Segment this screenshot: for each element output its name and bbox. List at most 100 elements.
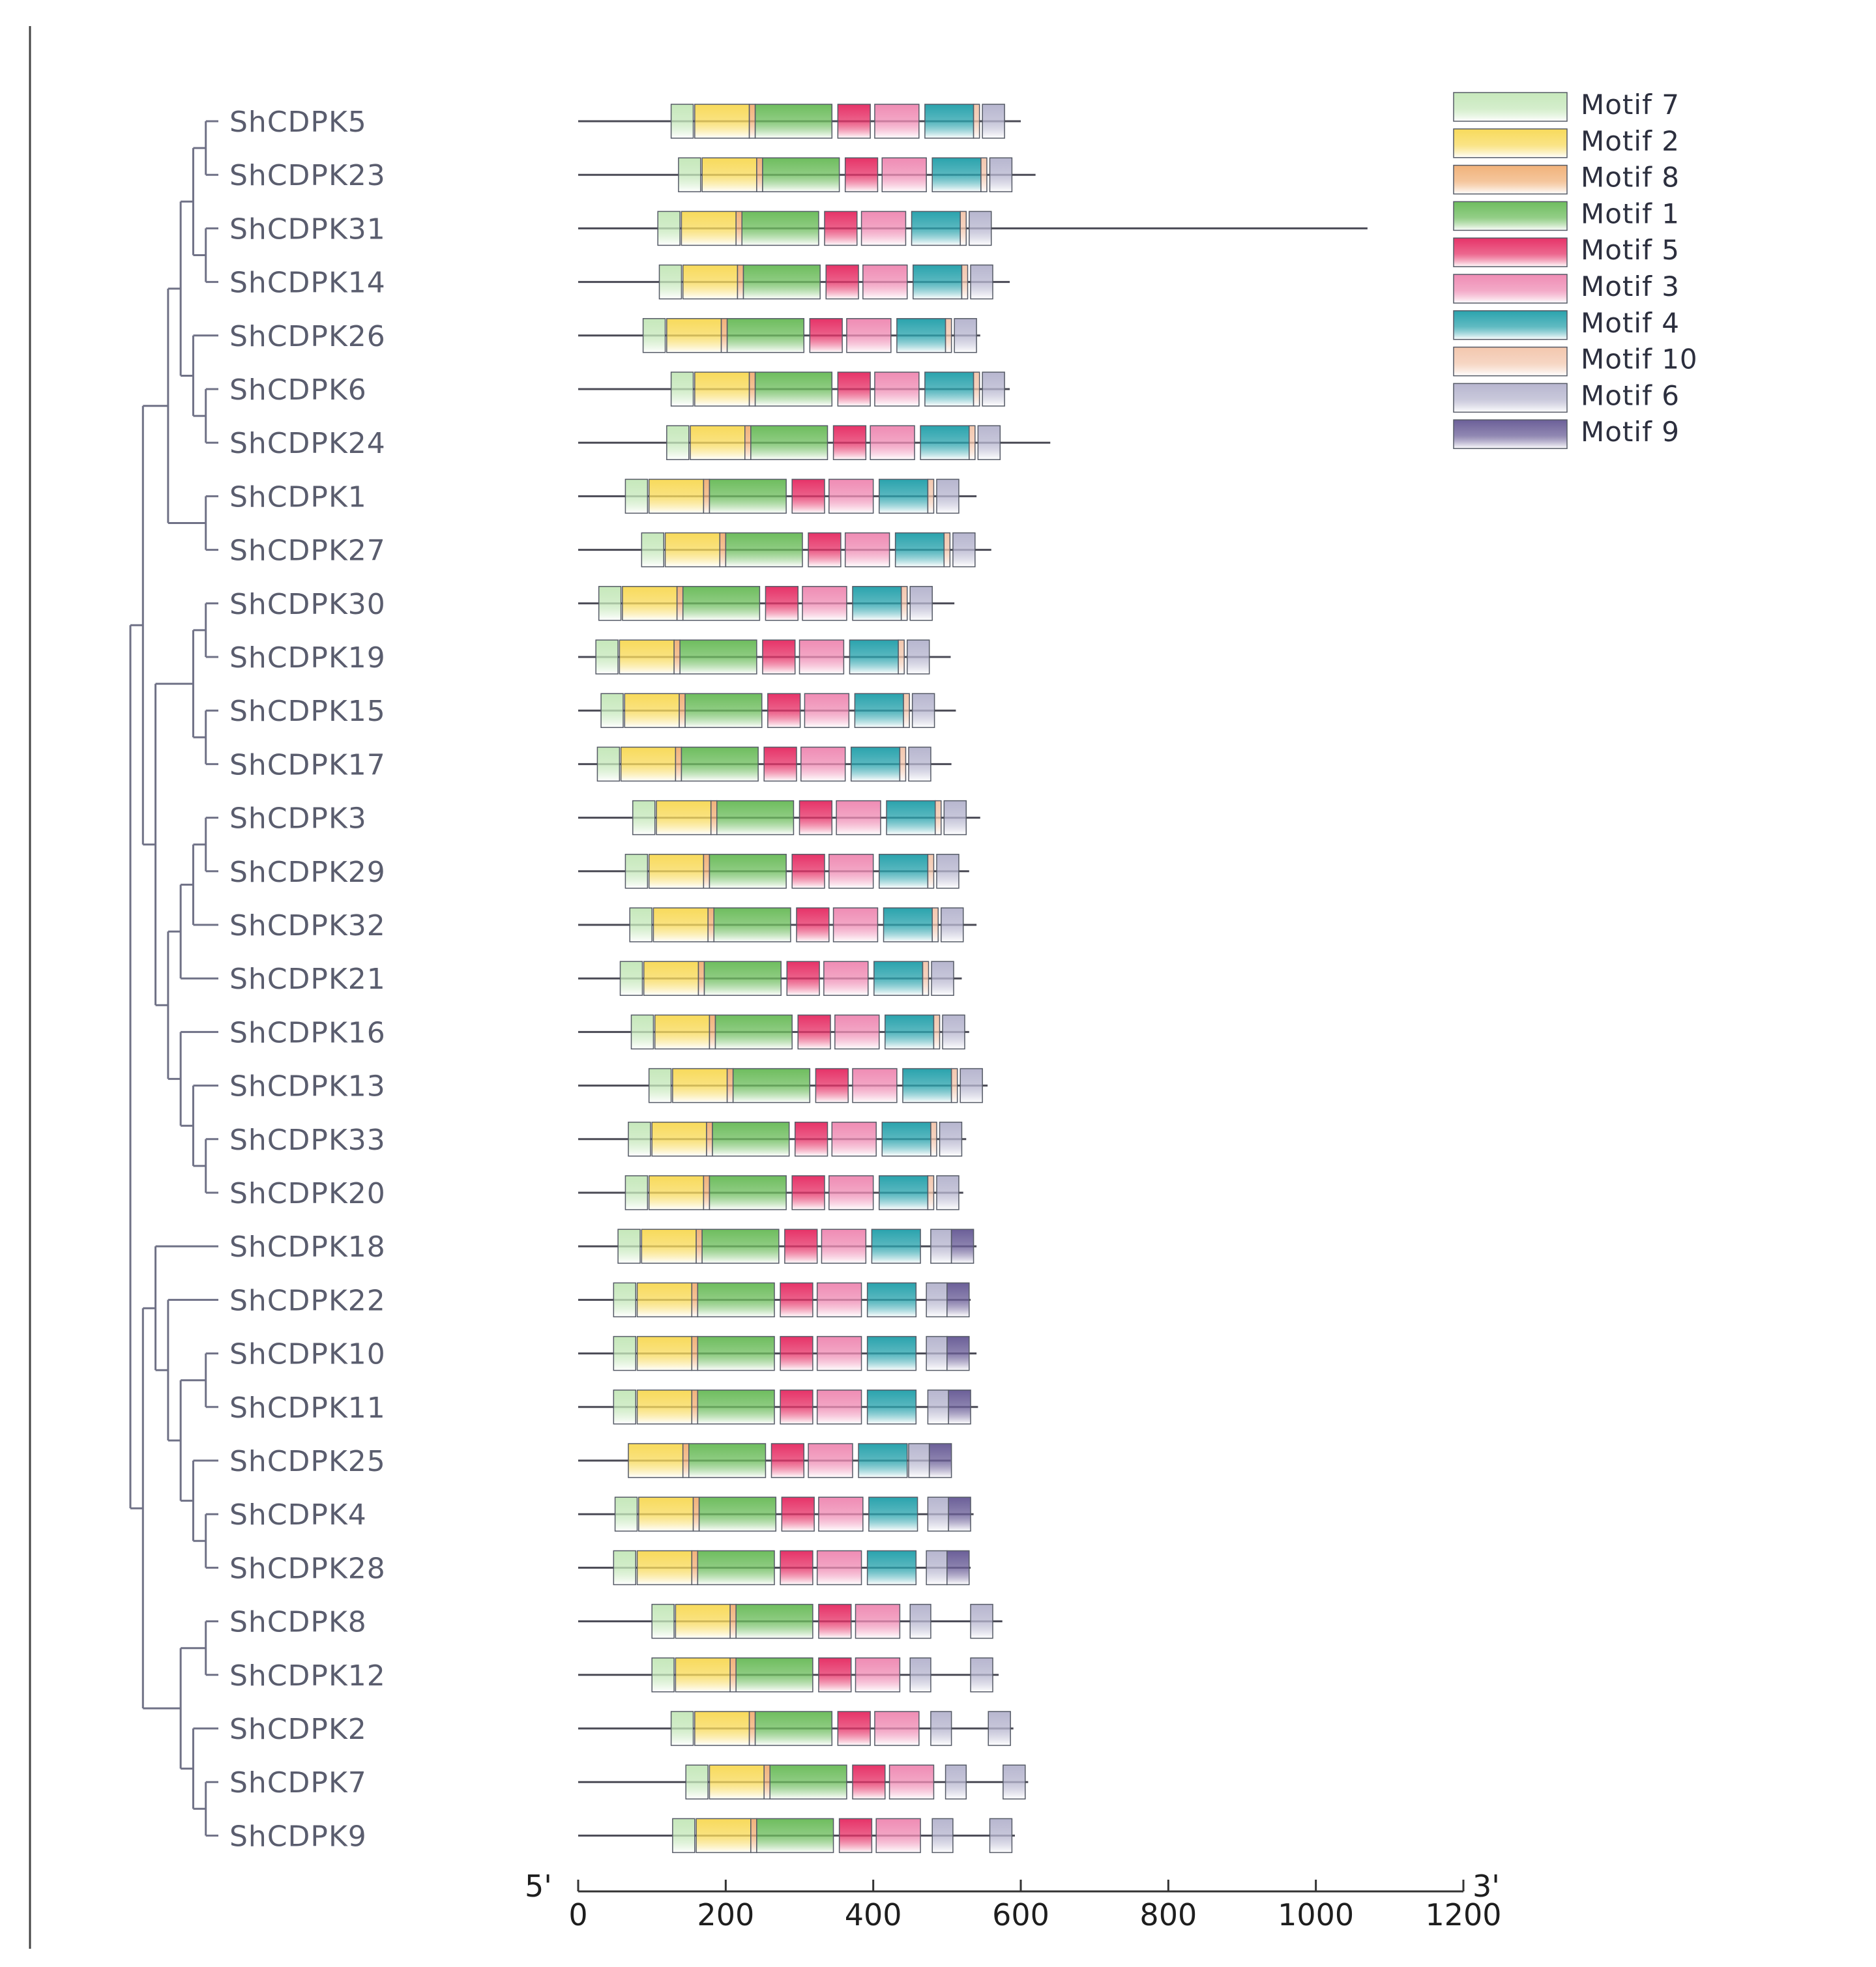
motif-box-m8 bbox=[697, 961, 705, 996]
motif-box-m10 bbox=[927, 478, 935, 514]
motif-box-m7 bbox=[624, 854, 649, 889]
motif-box-m8 bbox=[744, 425, 752, 460]
motif-box-m4 bbox=[881, 1122, 931, 1157]
motif-box-m8 bbox=[720, 318, 728, 353]
motif-box-m1 bbox=[682, 586, 761, 621]
motif-box-m2 bbox=[643, 961, 699, 996]
gene-label: ShCDPK5 bbox=[229, 106, 367, 139]
legend-swatch bbox=[1453, 201, 1568, 231]
motif-box-m5 bbox=[794, 1122, 828, 1157]
motif-box-m6 bbox=[909, 1603, 931, 1639]
motif-box-m6 bbox=[909, 586, 933, 621]
motif-box-m6 bbox=[906, 639, 930, 675]
motif-box-m8 bbox=[737, 264, 744, 300]
motif-box-m5 bbox=[762, 639, 796, 675]
gene-label: ShCDPK31 bbox=[229, 212, 386, 246]
motif-box-m2 bbox=[666, 318, 722, 353]
motif-box-m10 bbox=[930, 1122, 937, 1157]
motif-box-m5 bbox=[780, 1335, 813, 1371]
gene-label: ShCDPK18 bbox=[229, 1231, 386, 1264]
motif-box-m1 bbox=[754, 104, 833, 139]
motif-box-m8 bbox=[691, 1550, 699, 1586]
motif-box-m8 bbox=[706, 1122, 713, 1157]
motif-box-m5 bbox=[837, 1711, 871, 1746]
motif-box-m7 bbox=[651, 1657, 675, 1693]
axis-tick-label: 1200 bbox=[1425, 1897, 1501, 1932]
motif-box-m4 bbox=[852, 586, 902, 621]
motif-box-m2 bbox=[636, 1282, 693, 1318]
motif-box-m6 bbox=[926, 1282, 948, 1318]
legend-swatch bbox=[1453, 92, 1568, 122]
motif-box-m8 bbox=[709, 1014, 716, 1050]
motif-box-m3 bbox=[846, 318, 892, 353]
motif-box-m4 bbox=[866, 1390, 917, 1425]
motif-box-m4 bbox=[885, 1014, 935, 1050]
motif-box-m1 bbox=[754, 372, 833, 407]
motif-box-m7 bbox=[651, 1603, 675, 1639]
motif-box-m2 bbox=[694, 372, 750, 407]
phylogenetic-tree bbox=[129, 120, 218, 1837]
motif-box-m7 bbox=[598, 586, 622, 621]
motif-box-m5 bbox=[797, 1014, 831, 1050]
legend-swatch bbox=[1453, 128, 1568, 158]
motif-box-m7 bbox=[596, 746, 621, 782]
motif-box-m7 bbox=[613, 1282, 637, 1318]
motif-box-m6 bbox=[926, 1335, 948, 1371]
motif-box-m6 bbox=[970, 1603, 993, 1639]
motif-box-m3 bbox=[860, 211, 907, 246]
gene-label: ShCDPK4 bbox=[229, 1498, 367, 1532]
motif-box-m6 bbox=[960, 1068, 983, 1103]
motif-box-m1 bbox=[735, 1603, 813, 1639]
gene-label: ShCDPK12 bbox=[229, 1659, 386, 1693]
motif-box-m7 bbox=[614, 1496, 638, 1532]
motif-box-m6 bbox=[927, 1496, 949, 1532]
motif-box-m1 bbox=[698, 1496, 777, 1532]
motif-box-m6 bbox=[936, 854, 960, 889]
motif-box-m8 bbox=[703, 854, 711, 889]
gene-label: ShCDPK9 bbox=[229, 1820, 367, 1853]
motif-box-m7 bbox=[641, 532, 665, 568]
motif-box-m1 bbox=[697, 1335, 775, 1371]
motif-box-m2 bbox=[636, 1390, 693, 1425]
motif-box-m8 bbox=[692, 1496, 700, 1532]
motif-box-m3 bbox=[874, 372, 920, 407]
motif-box-m1 bbox=[709, 854, 787, 889]
motif-box-m1 bbox=[712, 1122, 790, 1157]
motif-box-m2 bbox=[696, 1818, 752, 1854]
legend-swatch bbox=[1453, 346, 1568, 377]
motif-box-m6 bbox=[936, 1175, 960, 1210]
motif-box-m7 bbox=[595, 639, 619, 675]
motif-box-m4 bbox=[866, 1335, 917, 1371]
motif-box-m8 bbox=[696, 1229, 703, 1264]
motif-box-m9 bbox=[946, 1282, 970, 1318]
motif-box-m6 bbox=[926, 1550, 948, 1586]
motif-box-m7 bbox=[670, 372, 694, 407]
motif-box-m1 bbox=[756, 1818, 834, 1854]
motif-box-m8 bbox=[748, 1711, 756, 1746]
axis-tick-label: 800 bbox=[1139, 1897, 1197, 1932]
legend-label: Motif 8 bbox=[1581, 162, 1680, 194]
axis-tick-label: 600 bbox=[992, 1897, 1049, 1932]
motif-box-m1 bbox=[681, 746, 759, 782]
motif-box-m2 bbox=[648, 478, 705, 514]
motif-box-m7 bbox=[617, 1229, 641, 1264]
motif-box-m5 bbox=[838, 1818, 873, 1854]
motif-box-m6 bbox=[977, 425, 1001, 460]
axis-tick-label: 0 bbox=[568, 1897, 587, 1932]
motif-box-m3 bbox=[888, 1764, 935, 1799]
gene-label: ShCDPK29 bbox=[229, 856, 386, 889]
motif-box-m3 bbox=[875, 1818, 921, 1854]
motif-box-m7 bbox=[619, 961, 643, 996]
motif-box-m2 bbox=[652, 907, 709, 942]
motif-box-m5 bbox=[791, 478, 825, 514]
legend-swatch bbox=[1453, 274, 1568, 304]
motif-box-m6 bbox=[970, 264, 993, 300]
motif-box-m7 bbox=[613, 1550, 637, 1586]
motif-box-m1 bbox=[735, 1657, 813, 1693]
gene-label: ShCDPK7 bbox=[229, 1766, 367, 1799]
motif-box-m4 bbox=[868, 1496, 918, 1532]
motif-box-m1 bbox=[697, 1550, 775, 1586]
motif-box-m3 bbox=[832, 907, 879, 942]
gene-labels: ShCDPK5 ShCDPK23 ShCDPK31 ShCDPK14 ShCDPK26 S… bbox=[229, 106, 386, 1853]
motif-box-m4 bbox=[866, 1282, 917, 1318]
